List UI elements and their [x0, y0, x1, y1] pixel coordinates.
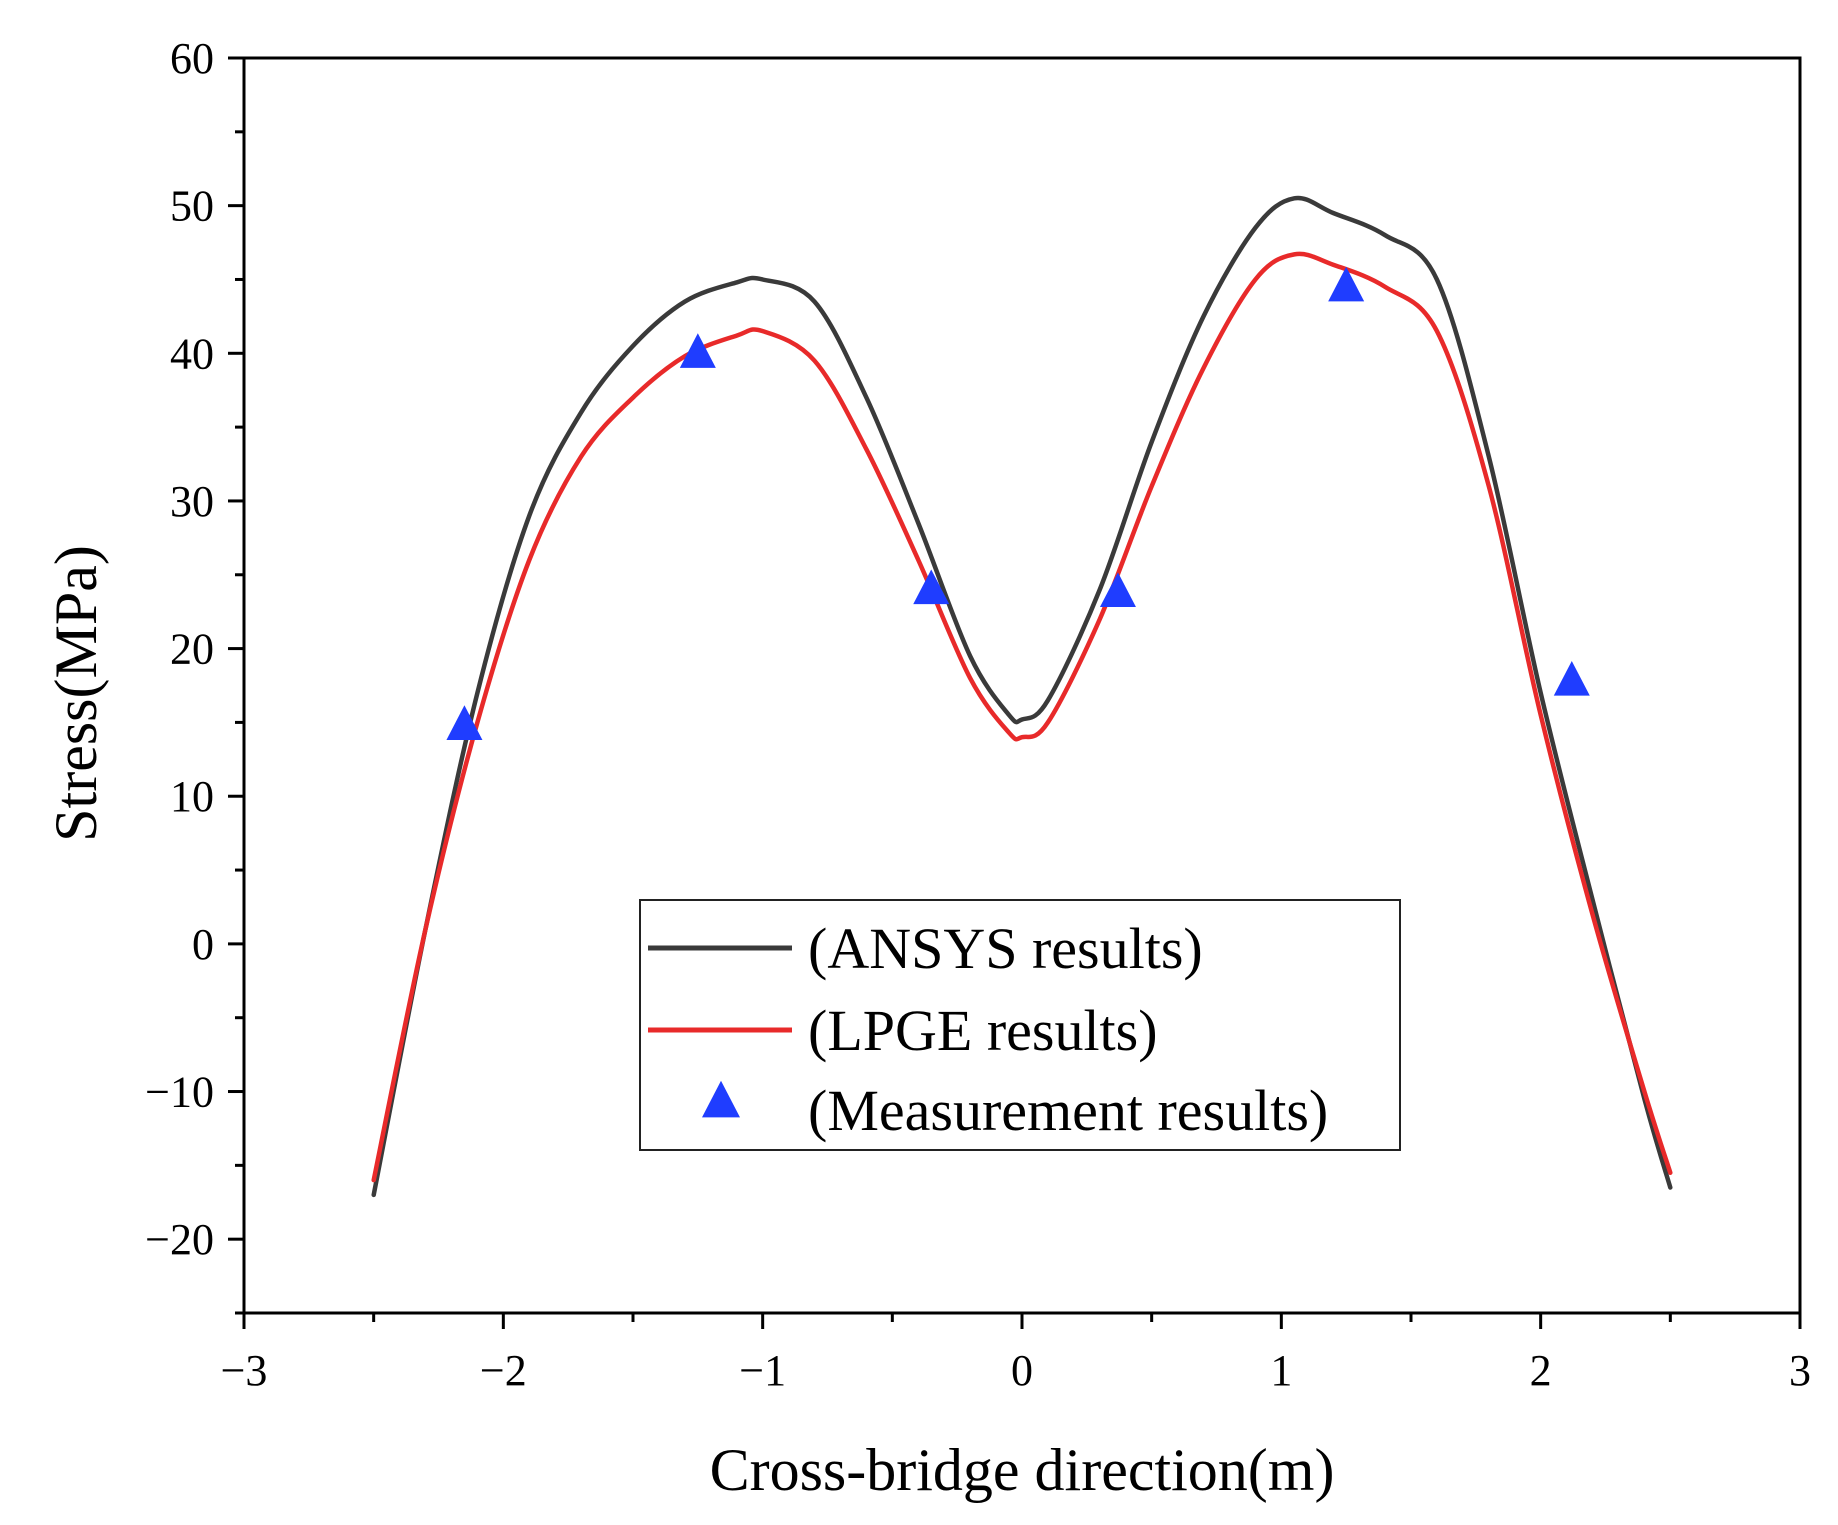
legend-label: (LPGE results)	[808, 998, 1158, 1063]
y-tick-label: 30	[170, 477, 214, 526]
series-line-ansys-results	[371, 195, 1673, 1198]
y-tick-label: 20	[170, 625, 214, 674]
x-axis-title: Cross-bridge direction(m)	[710, 1437, 1335, 1503]
series-line-lpge-results	[371, 251, 1673, 1183]
legend-label: (ANSYS results)	[808, 916, 1203, 981]
axis-labels: Cross-bridge direction(m) Stress(MPa)	[43, 545, 1334, 1503]
x-tick-label: −1	[739, 1346, 786, 1395]
y-tick-label: −20	[145, 1215, 214, 1264]
x-tick-label: 0	[1011, 1346, 1033, 1395]
measurement-point	[679, 333, 716, 368]
measurement-point	[1099, 572, 1136, 608]
y-tick-label: 60	[170, 34, 214, 83]
y-axis-title: Stress(MPa)	[43, 545, 109, 842]
measurement-point	[446, 705, 483, 740]
y-tick-label: −10	[145, 1068, 214, 1117]
legend-swatch-triangle	[702, 1080, 740, 1118]
x-tick-label: 3	[1789, 1346, 1811, 1395]
x-tick-label: 1	[1270, 1346, 1292, 1395]
x-tick-label: −2	[480, 1346, 527, 1395]
y-tick-label: 0	[192, 920, 214, 969]
measurement-point	[1553, 660, 1590, 696]
legend: (ANSYS results) (LPGE results) (Measuremen…	[639, 899, 1401, 1151]
measurement-point	[1328, 266, 1365, 302]
legend-box	[639, 899, 1401, 1151]
y-tick-label: 10	[170, 772, 214, 821]
x-tick-label: −3	[221, 1346, 268, 1395]
y-tick-label: 40	[170, 329, 214, 378]
legend-label: (Measurement results)	[808, 1078, 1328, 1143]
x-tick-label: 2	[1530, 1346, 1552, 1395]
series-layer	[371, 195, 1673, 1198]
measurement-point	[913, 569, 950, 605]
y-tick-label: 50	[170, 182, 214, 231]
